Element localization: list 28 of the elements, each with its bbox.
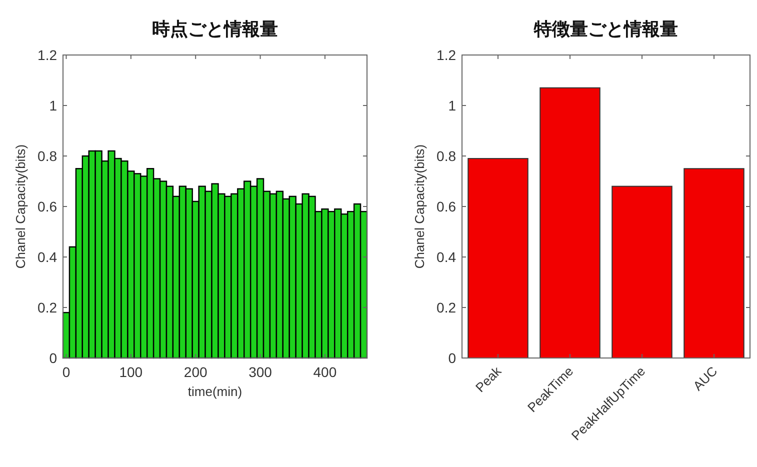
x-tick-label: 400 [313,364,337,380]
y-tick-label: 0.6 [38,198,58,214]
x-axis-title: time(min) [188,384,242,399]
y-tick-label: 0.2 [38,300,58,316]
chart-title: 特徴量ごと情報量 [533,19,678,39]
x-tick-label: 200 [184,364,208,380]
y-tick-label: 1.2 [38,47,58,63]
y-tick-label: 0.8 [38,148,58,164]
y-tick-label: 0.2 [436,300,456,316]
bar [612,186,672,358]
y-tick-label: 0.4 [436,249,456,265]
y-tick-label: 1 [49,98,58,114]
x-tick-label: 100 [119,364,143,380]
bar [468,158,528,358]
chart-title: 時点ごと情報量 [152,19,278,39]
bar [684,168,744,358]
y-tick-label: 0.6 [436,198,456,214]
y-tick-label: 1.2 [436,47,456,63]
y-tick-label: 0 [49,350,58,366]
y-tick-label: 0.8 [436,148,456,164]
y-tick-label: 0.4 [38,249,58,265]
bar [540,87,600,358]
x-tick-label: 300 [248,364,272,380]
x-tick-label: 0 [62,364,70,380]
y-axis-title: Chanel Capacity(bits) [412,144,427,269]
y-axis-title: Chanel Capacity(bits) [13,144,28,269]
y-tick-label: 0 [448,350,456,366]
y-tick-label: 1 [448,98,456,114]
